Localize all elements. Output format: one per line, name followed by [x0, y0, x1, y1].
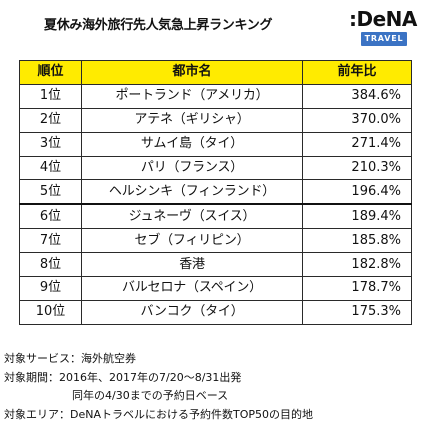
city-cell: サムイ島（タイ） — [81, 131, 303, 157]
growth-cell: 175.3% — [302, 299, 412, 325]
rank-cell: 1位 — [19, 83, 82, 109]
growth-cell: 370.0% — [302, 107, 412, 133]
header-city: 都市名 — [81, 60, 303, 85]
growth-cell: 178.7% — [302, 276, 412, 301]
note-period: 対象期間：2016年、2017年の7/20～8/31出発 — [4, 370, 242, 384]
header-rank: 順位 — [19, 60, 82, 85]
table-row: 5位 ヘルシンキ（フィンランド） 196.4% — [19, 179, 412, 205]
note-service: 対象サービス：海外航空券 — [4, 352, 136, 365]
table-row: 3位 サムイ島（タイ） 271.4% — [19, 131, 412, 157]
ranking-table: 順位 都市名 前年比 1位 ポートランド（アメリカ） 384.6% 2位 アテネ… — [19, 60, 412, 325]
rank-cell: 4位 — [19, 155, 82, 181]
city-cell: バンコク（タイ） — [81, 299, 303, 325]
city-cell: 香港 — [81, 252, 303, 278]
table-row: 2位 アテネ（ギリシャ） 370.0% — [19, 107, 412, 133]
table-row: 4位 パリ（フランス） 210.3% — [19, 155, 412, 181]
growth-cell: 384.6% — [302, 83, 412, 109]
growth-cell: 182.8% — [302, 252, 412, 278]
growth-cell: 210.3% — [302, 155, 412, 181]
city-cell: ポートランド（アメリカ） — [81, 83, 303, 109]
brand-logo: :DeNA TRAVEL — [349, 8, 421, 52]
table-row: 6位 ジュネーヴ（スイス） 189.4% — [19, 203, 412, 230]
city-cell: アテネ（ギリシャ） — [81, 107, 303, 133]
city-cell: パリ（フランス） — [81, 155, 303, 181]
growth-cell: 185.8% — [302, 228, 412, 254]
rank-cell: 5位 — [19, 179, 82, 205]
table-row: 1位 ポートランド（アメリカ） 384.6% — [19, 83, 412, 109]
rank-cell: 9位 — [19, 276, 82, 301]
rank-cell: 2位 — [19, 107, 82, 133]
page-title: 夏休み海外旅行先人気急上昇ランキング — [44, 18, 273, 33]
rank-cell: 10位 — [19, 299, 82, 325]
city-cell: ジュネーヴ（スイス） — [81, 203, 303, 230]
table-row: 8位 香港 182.8% — [19, 252, 412, 278]
header-growth: 前年比 — [302, 60, 412, 85]
table-row: 10位 バンコク（タイ） 175.3% — [19, 299, 412, 325]
rank-cell: 8位 — [19, 252, 82, 278]
note-area: 対象エリア：DeNAトラベルにおける予約件数TOP50の目的地 — [4, 407, 313, 421]
growth-cell: 189.4% — [302, 203, 412, 230]
city-cell: セブ（フィリピン） — [81, 228, 303, 254]
brand-name: :DeNA — [349, 7, 417, 31]
brand-tag: TRAVEL — [361, 32, 407, 46]
rank-cell: 7位 — [19, 228, 82, 254]
note-period-continued: 同年の4/30までの予約日ベース — [72, 389, 229, 403]
table-row: 9位 バルセロナ（スペイン） 178.7% — [19, 276, 412, 301]
city-cell: バルセロナ（スペイン） — [81, 276, 303, 301]
table-header-row: 順位 都市名 前年比 — [19, 60, 412, 85]
footnotes: 対象サービス：海外航空券 対象期間：2016年、2017年の7/20～8/31出… — [4, 350, 313, 424]
city-cell: ヘルシンキ（フィンランド） — [81, 179, 303, 205]
table-row: 7位 セブ（フィリピン） 185.8% — [19, 228, 412, 254]
growth-cell: 196.4% — [302, 179, 412, 205]
rank-cell: 6位 — [19, 203, 82, 230]
growth-cell: 271.4% — [302, 131, 412, 157]
rank-cell: 3位 — [19, 131, 82, 157]
